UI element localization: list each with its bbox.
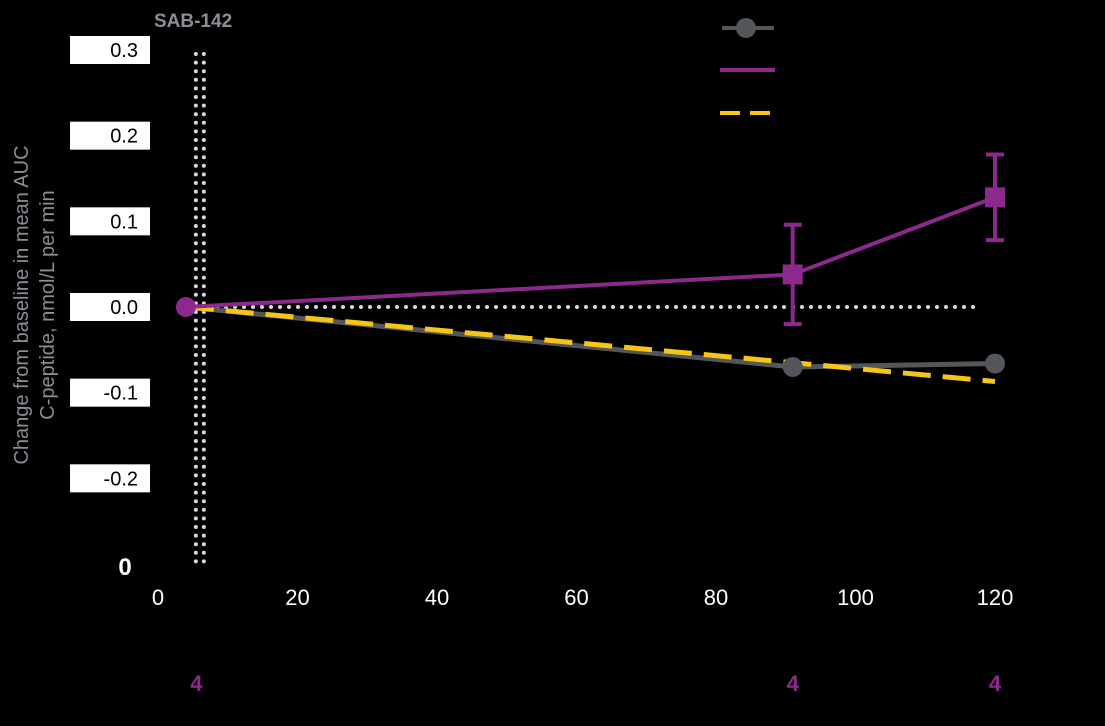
y-tick-label: -0.1	[104, 383, 138, 405]
series-grey-point	[985, 353, 1005, 374]
series-purple-point	[175, 297, 196, 317]
n-count-label: 4	[787, 671, 800, 696]
y-tick-box	[70, 121, 150, 150]
y-tick: -0.1	[70, 378, 150, 407]
y-tick: -0.2	[70, 464, 150, 493]
y-tick-box	[70, 293, 150, 321]
x-tick-label: 0	[152, 585, 164, 610]
y-tick-box	[70, 464, 150, 493]
series-layer	[175, 152, 1005, 385]
y-bottom-zero-label: 0	[118, 554, 131, 581]
x-tick-label: 40	[425, 585, 449, 610]
x-tick-label: 80	[704, 585, 728, 610]
series-grey-point	[782, 356, 803, 377]
x-tick-label: 100	[837, 585, 874, 610]
y-tick: 0.0	[70, 293, 150, 321]
n-count-label: 4	[190, 671, 203, 696]
y-tick: 0.2	[70, 121, 150, 150]
y-tick-label: 0.2	[110, 126, 138, 148]
reference-lines	[188, 52, 977, 567]
y-tick-label: 0.3	[110, 40, 138, 62]
x-tick-label: 20	[285, 585, 309, 610]
x-tick-label: 60	[564, 585, 588, 610]
n-count-label: 4	[989, 671, 1002, 696]
y-tick: 0.1	[70, 207, 150, 236]
series-purple-point	[782, 264, 803, 285]
n-labels: 4 4 4	[190, 671, 1002, 696]
x-ticks: 0 20 40 60 80 100 120	[152, 585, 1013, 610]
x-tick-label: 120	[977, 585, 1014, 610]
y-axis-label-line-2: C-peptide, nmol/L per min	[37, 190, 59, 419]
y-tick-label: 0.0	[110, 297, 138, 319]
sab-142-annotation: SAB-142	[154, 11, 232, 32]
y-axis-label-line-1: Change from baseline in mean AUC	[11, 145, 33, 464]
y-tick-box	[70, 378, 150, 407]
y-tick: 0.3	[70, 36, 150, 64]
legend	[720, 18, 775, 115]
series-purple-point	[985, 187, 1005, 208]
y-tick-box	[70, 207, 150, 236]
legend-grey-marker	[736, 18, 756, 38]
y-ticks: 0.3 0.2 0.1 0.0 -0.1 -0.2	[70, 36, 150, 493]
y-tick-label: 0.1	[110, 211, 138, 233]
y-tick-box	[70, 36, 150, 64]
y-tick-label: -0.2	[104, 468, 138, 490]
